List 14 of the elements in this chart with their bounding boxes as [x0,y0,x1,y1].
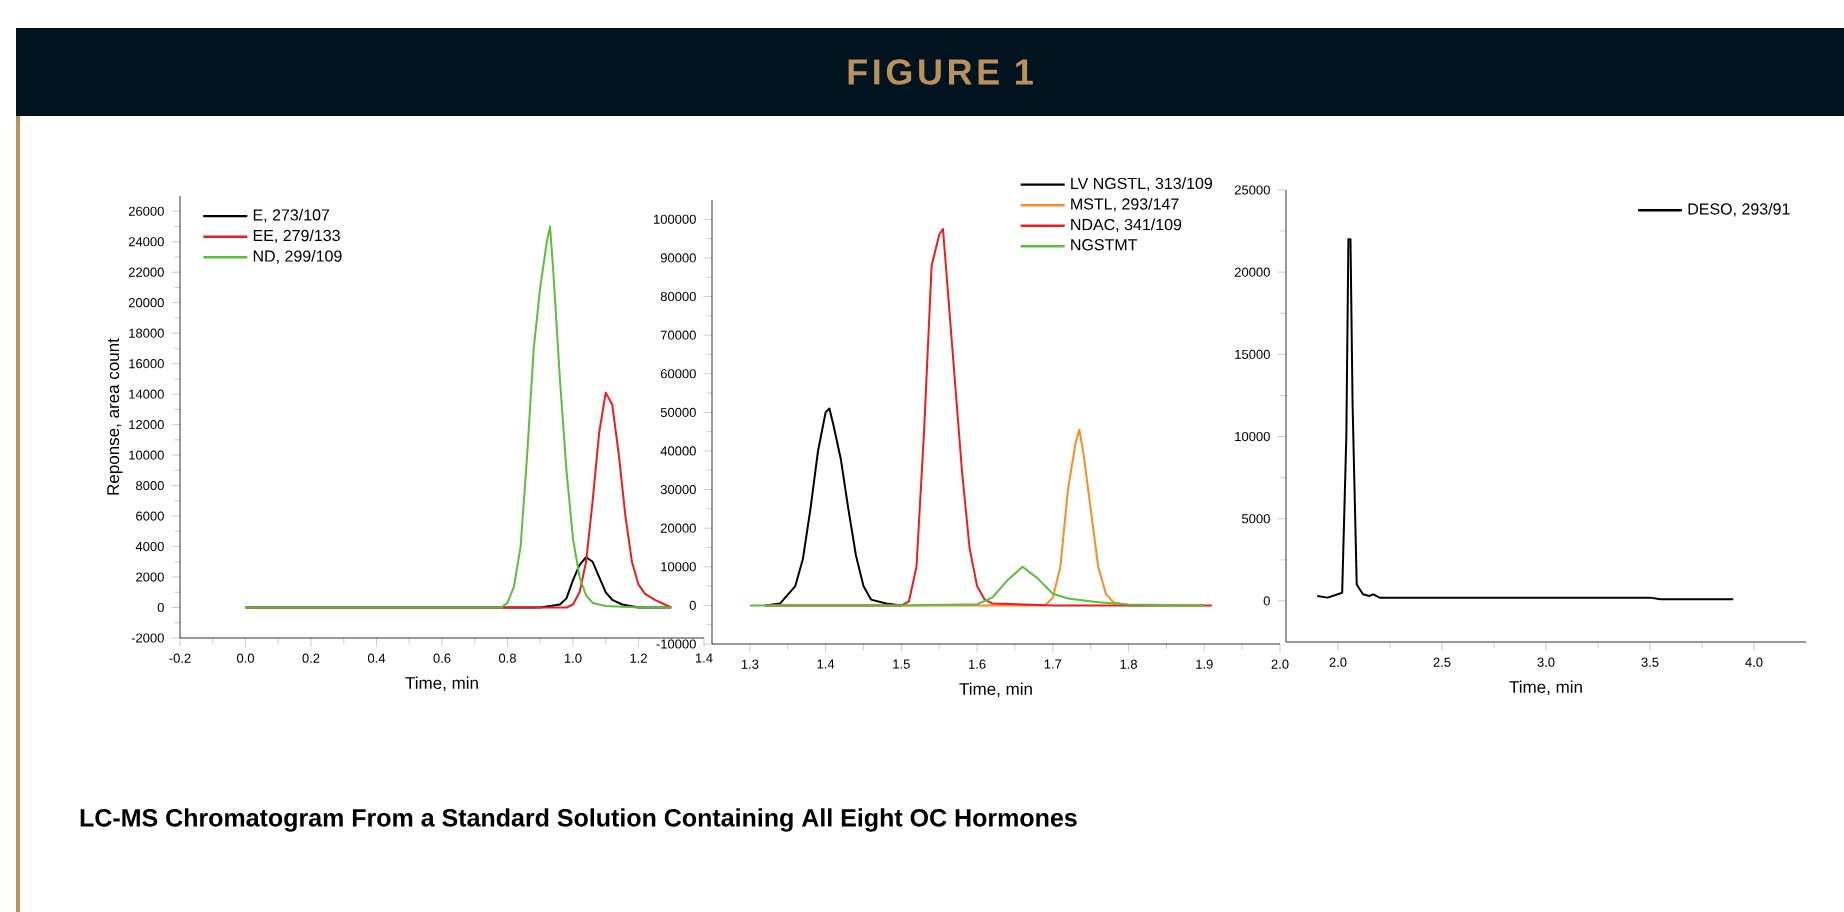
text: LC-MS Chromatogram From a Standard Solution Containing All Eight OC Hormones [80,808,1077,832]
y-axis-title: Reponse, area count [107,338,123,495]
x-axis-title: Time, min [959,682,1032,698]
x-axis-title: Time, min [405,676,478,692]
legend-label: MSTL, 293/147 [1071,197,1179,212]
legend-label: EE, 279/133 [253,229,340,244]
legend-label: DESO, 293/91 [1688,202,1790,217]
chart-title: FIGURE 1 [848,59,1033,85]
legend-label: NDAC, 341/109 [1071,218,1182,233]
legend-label: E, 273/107 [253,208,330,223]
x-axis-title: Time, min [1509,680,1582,696]
legend-label: LV NGSTL, 313/109 [1071,177,1213,191]
legend-label: NGSTMT [1071,239,1138,251]
legend-label: ND, 299/109 [253,250,342,264]
